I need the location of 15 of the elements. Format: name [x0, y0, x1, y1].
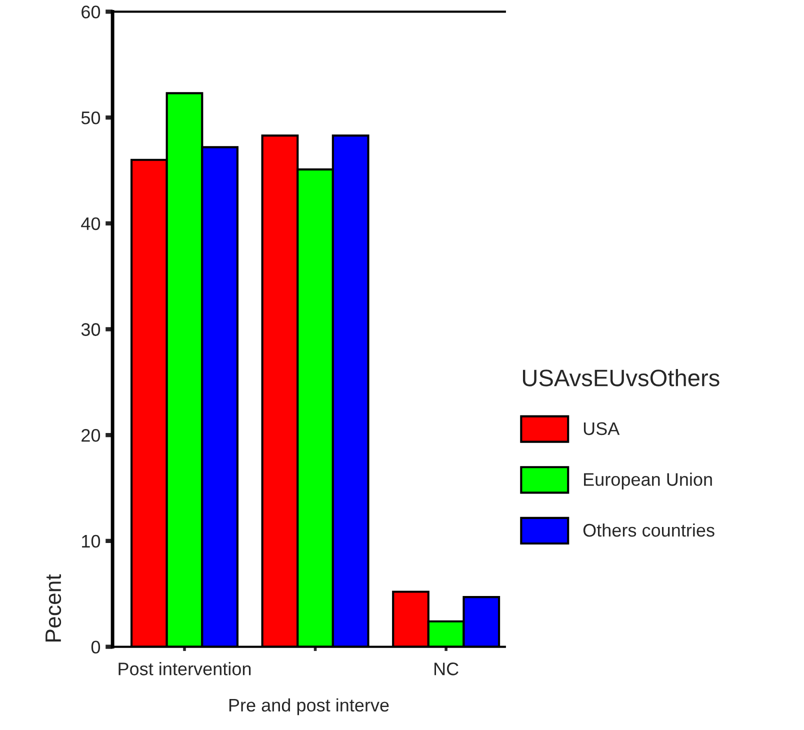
x-tick-label: NC [434, 662, 458, 676]
legend-label: European Union [584, 472, 712, 490]
legend-label: USA [584, 422, 620, 436]
y-axis-title: Pecent [46, 574, 62, 642]
legend-label: Others countries [583, 523, 714, 537]
y-tick-label: 60 [82, 6, 100, 18]
y-tick-label: 0 [91, 640, 100, 654]
x-axis-title: Pre and post interve [229, 698, 389, 716]
y-tick-label: 30 [81, 323, 100, 336]
legend-title: USAvsEUvsOthers [522, 369, 720, 386]
y-tick-label: 10 [82, 534, 100, 548]
y-tick-label: 50 [81, 111, 100, 124]
y-tick-label: 20 [82, 429, 100, 442]
x-tick-label: Post intervention [118, 662, 251, 676]
y-tick-label: 40 [81, 217, 100, 230]
